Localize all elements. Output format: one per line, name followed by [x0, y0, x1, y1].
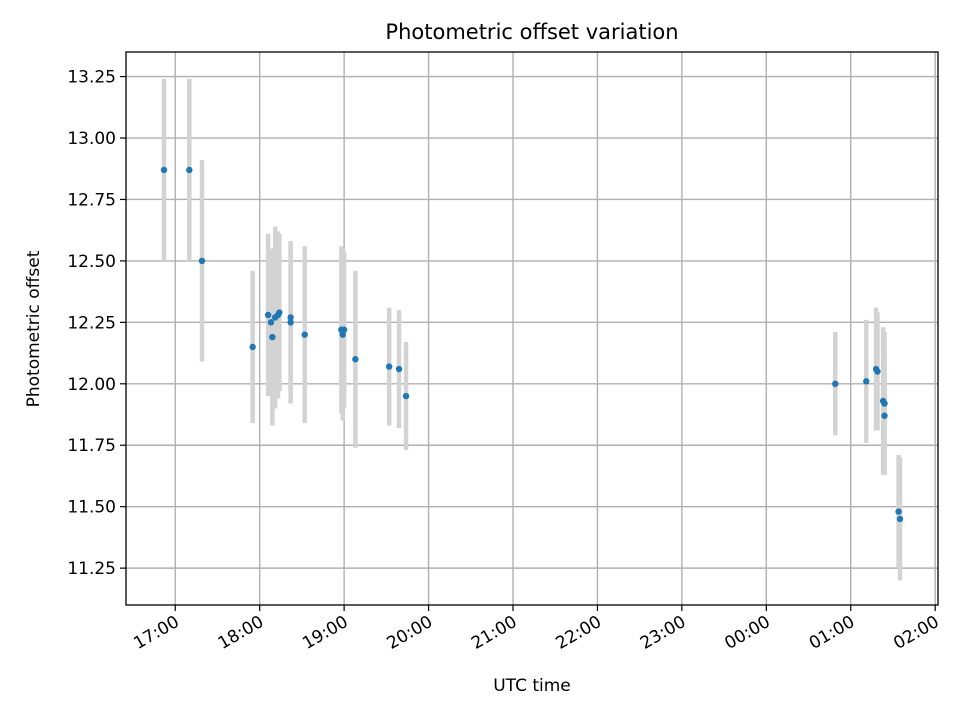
- y-tick-label: 11.50: [67, 498, 116, 518]
- y-tick-label: 13.00: [67, 129, 116, 149]
- data-point: [301, 331, 308, 338]
- x-axis-label: UTC time: [493, 676, 571, 696]
- y-tick-label: 12.50: [67, 252, 116, 272]
- data-point: [895, 508, 902, 515]
- data-point: [339, 331, 346, 338]
- plot-frame: [125, 51, 939, 606]
- data-point: [340, 326, 348, 333]
- data-point: [385, 363, 393, 370]
- data-point: [896, 515, 904, 523]
- data-point: [287, 314, 294, 321]
- data-point: [395, 365, 403, 373]
- data-point: [881, 412, 888, 419]
- data-point: [287, 319, 294, 326]
- data-point: [874, 368, 881, 375]
- data-point: [264, 311, 272, 319]
- data-layer: [160, 79, 904, 581]
- chart-title: Photometric offset variation: [385, 20, 678, 44]
- data-point: [249, 343, 256, 351]
- data-point: [267, 319, 275, 326]
- y-axis-label: Photometric offset: [24, 250, 44, 407]
- y-tick-label: 12.00: [67, 375, 116, 395]
- y-tick-label: 11.75: [67, 436, 116, 456]
- data-point: [402, 392, 410, 400]
- y-tick-label: 12.25: [67, 313, 116, 333]
- data-point: [276, 309, 283, 316]
- grid-lines: [126, 52, 938, 605]
- y-tick-label: 12.75: [67, 190, 116, 210]
- data-point: [832, 380, 839, 387]
- data-point: [863, 378, 870, 385]
- y-tick-label: 11.25: [67, 559, 116, 579]
- data-point: [352, 356, 359, 363]
- data-point: [269, 333, 276, 341]
- data-point: [198, 257, 206, 265]
- data-point: [186, 166, 193, 174]
- y-tick-label: 13.25: [67, 68, 116, 88]
- data-point: [160, 166, 168, 174]
- data-point: [881, 400, 888, 407]
